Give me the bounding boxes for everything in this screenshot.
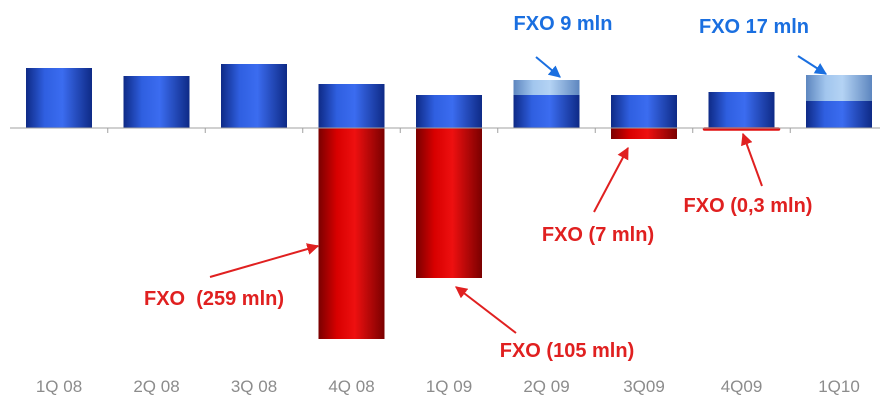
annotation-arrow-3q09 (593, 146, 629, 213)
bar-base-3q-08 (221, 64, 287, 128)
bar-base-1q10 (806, 101, 872, 128)
annotation-label-3q09: FXO (7 mln) (542, 224, 654, 246)
annotation-label-4q-08: FXO (259 mln) (144, 288, 284, 310)
bar-base-2q-08 (123, 76, 190, 128)
annotation-arrow-4q09 (741, 132, 763, 187)
annotation-arrow-2q-09 (535, 56, 561, 78)
bar-fxo-2q-09 (513, 80, 580, 95)
x-tick-label-3q09: 3Q09 (623, 377, 665, 396)
annotation-arrow-4q-08 (209, 243, 320, 278)
x-tick-label-4q09: 4Q09 (721, 377, 763, 396)
x-tick-label-4q-08: 4Q 08 (328, 377, 374, 396)
bar-fxo-1q10 (806, 75, 872, 101)
bar-base-4q-08 (318, 84, 385, 128)
bar-fxo-1q-09 (416, 128, 482, 278)
annotations-group: FXO 9 mln FXO 17 mln FXO (7 mln) FXO (0,3 m… (144, 13, 828, 362)
x-tick-label-1q-09: 1Q 09 (426, 377, 472, 396)
annotation-arrow-1q10 (797, 55, 828, 75)
annotation-label-1q10: FXO 17 mln (699, 16, 809, 38)
bar-base-1q-09 (416, 95, 482, 128)
bar-base-1q-08 (26, 68, 92, 128)
bar-fxo-4q-08 (318, 128, 385, 339)
bar-base-4q09 (708, 92, 775, 128)
x-tick-label-1q10: 1Q10 (818, 377, 860, 396)
x-tick-label-3q-08: 3Q 08 (231, 377, 277, 396)
annotation-label-4q09: FXO (0,3 mln) (684, 195, 813, 217)
annotation-arrow-1q-09 (455, 286, 517, 334)
x-tick-label-1q-08: 1Q 08 (36, 377, 82, 396)
annotation-label-1q-09: FXO (105 mln) (500, 340, 634, 362)
bar-fxo-3q09 (611, 128, 677, 139)
bars-group (26, 64, 872, 339)
x-axis-ticks (107, 128, 791, 133)
bar-base-3q09 (611, 95, 677, 128)
annotation-label-2q-09: FXO 9 mln (514, 13, 613, 35)
x-tick-label-2q-08: 2Q 08 (133, 377, 179, 396)
bar-base-2q-09 (513, 95, 580, 128)
x-tick-label-2q-09: 2Q 09 (523, 377, 569, 396)
x-axis-tick-labels: 1Q 08 2Q 08 3Q 08 4Q 08 1Q 09 2Q 09 3Q09 4Q09 1Q… (36, 377, 860, 396)
